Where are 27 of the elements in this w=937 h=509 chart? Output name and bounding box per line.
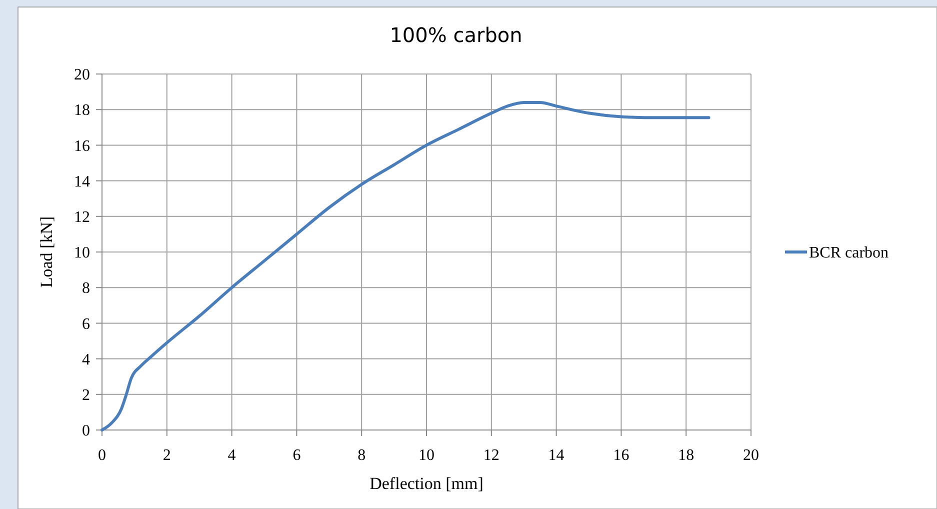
y-tick-label: 2 [82,387,90,404]
y-tick-label: 12 [74,209,90,226]
line-series [100,100,710,432]
legend-label: BCR carbon [809,244,889,262]
y-tick-label: 16 [74,138,90,155]
x-tick-label: 12 [483,447,500,464]
y-tick-label: 6 [82,316,90,333]
x-tick-label: 8 [358,447,366,464]
x-tick-label: 10 [418,447,434,464]
x-tick-label: 0 [98,447,106,464]
x-tick-label: 2 [162,447,171,464]
chart-title: 100% carbon [390,23,522,47]
y-tick-label: 20 [74,66,90,84]
y-tick-label: 8 [82,280,90,298]
x-tick-label: 14 [548,447,564,464]
y-tick-label: 0 [82,422,90,440]
x-tick-label: 4 [228,447,236,464]
y-tick-label: 18 [74,102,90,120]
y-tick-label: 14 [74,173,90,190]
x-tick-label: 20 [743,447,759,464]
y-axis-title: Load [kN] [37,216,56,288]
x-tick-label: 18 [678,447,694,464]
y-tick-label: 4 [82,351,90,368]
x-axis-title: Deflection [mm] [370,474,484,493]
x-tick-label: 6 [292,447,301,464]
x-tick-label: 16 [613,447,630,464]
y-tick-label: 10 [74,244,90,262]
